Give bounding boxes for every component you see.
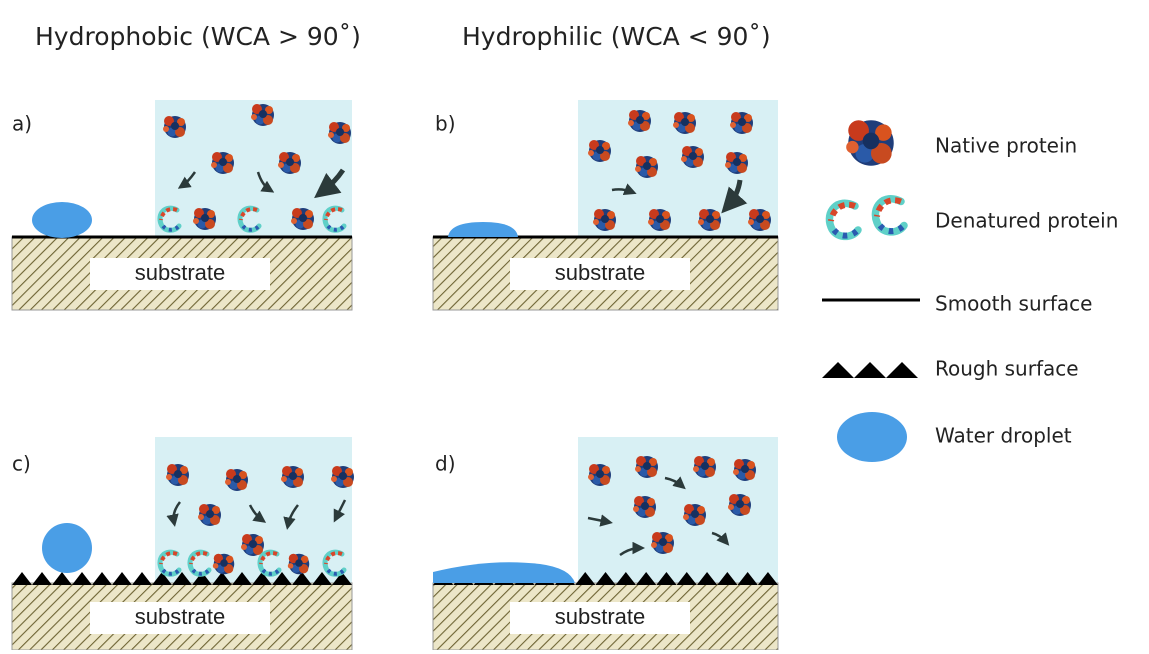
water-droplet xyxy=(32,202,92,238)
arrows xyxy=(587,476,730,557)
rough-teeth xyxy=(12,572,352,585)
panel: d) substrate xyxy=(432,437,779,651)
panel-label: b) xyxy=(435,112,456,136)
solution xyxy=(155,100,352,237)
panel: b) substrate xyxy=(432,100,779,311)
substrate-label: substrate xyxy=(135,260,226,285)
legend: Native protein Denatured protein Smooth … xyxy=(822,120,1118,462)
rough-teeth xyxy=(822,362,918,378)
arrows xyxy=(177,168,346,199)
label-box xyxy=(510,258,690,290)
panel-label: c) xyxy=(12,452,31,476)
substrate-label: substrate xyxy=(555,604,646,629)
water-droplet xyxy=(42,523,92,573)
label-box xyxy=(90,258,270,290)
header: Hydrophobic (WCA > 90˚) xyxy=(35,22,361,51)
water-droplet xyxy=(448,222,518,237)
legend-label: Water droplet xyxy=(935,424,1072,448)
arrows xyxy=(611,179,748,214)
panel: a) substrate xyxy=(11,100,353,311)
legend-label: Smooth surface xyxy=(935,292,1092,316)
water-droplet xyxy=(433,562,575,583)
legend-label: Rough surface xyxy=(935,357,1079,381)
label-box xyxy=(510,602,690,634)
legend-label: Denatured protein xyxy=(935,209,1118,233)
panel: c) substrate xyxy=(11,437,354,651)
header: Hydrophilic (WCA < 90˚) xyxy=(462,22,771,51)
legend-label: Native protein xyxy=(935,134,1077,158)
substrate-label: substrate xyxy=(555,260,646,285)
substrate-label: substrate xyxy=(135,604,226,629)
panel-label: d) xyxy=(435,452,456,476)
arrows xyxy=(166,499,347,530)
rough-surface xyxy=(12,572,352,585)
panel-label: a) xyxy=(12,112,32,136)
label-box xyxy=(90,602,270,634)
